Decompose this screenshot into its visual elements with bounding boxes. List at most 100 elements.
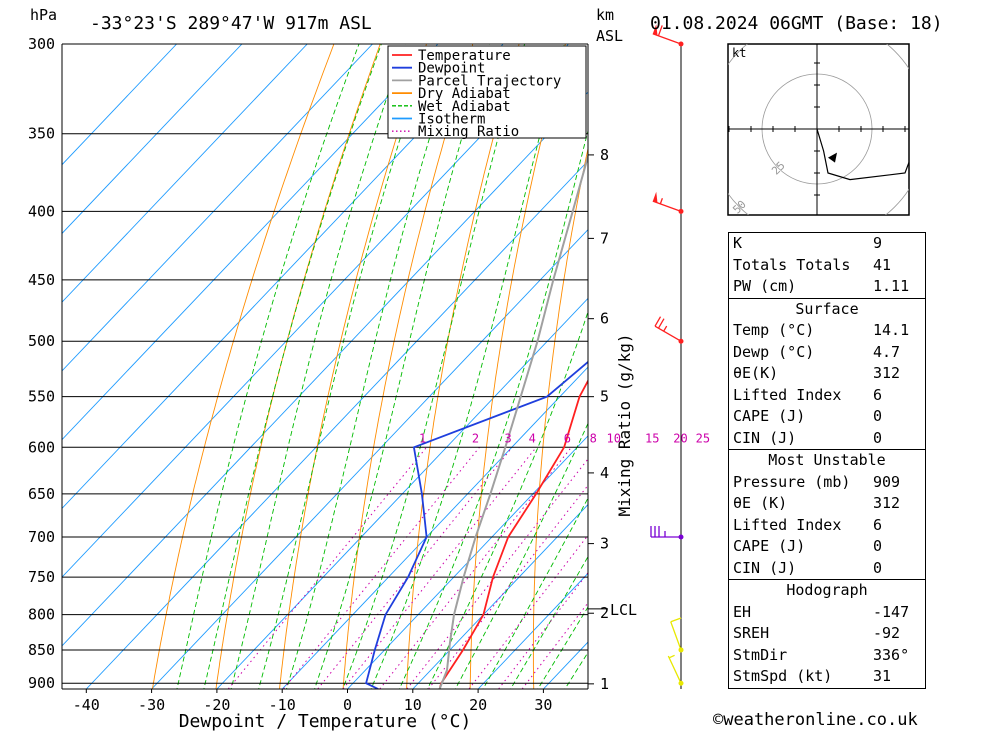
index-value: 6 xyxy=(873,385,883,404)
copyright: ©weatheronline.co.uk xyxy=(713,710,918,730)
isotherm-line xyxy=(216,297,588,689)
lcl-label: LCL xyxy=(610,601,637,619)
index-label: CAPE (J) xyxy=(733,407,806,425)
hodograph-title: Hodograph xyxy=(786,581,868,599)
background-lines xyxy=(62,44,1000,693)
dry-adiabat-line xyxy=(469,44,566,689)
mixing-ratio-line xyxy=(317,446,513,689)
index-row: θE(K) 312 xyxy=(729,363,925,385)
mixing-ratio-label: 10 xyxy=(607,431,621,445)
wind-barb-pennant xyxy=(652,24,658,36)
wet-adiabat-line xyxy=(258,44,432,689)
isotherm-line xyxy=(281,366,588,689)
km-tick-label: 8 xyxy=(600,146,609,164)
mixing-ratio-label: 3 xyxy=(505,431,512,445)
index-value: 9 xyxy=(873,234,883,252)
index-row: EH -147 xyxy=(729,602,925,624)
index-value: 31 xyxy=(873,667,892,685)
surface-indices: Surface Temp (°C) 14.1 Dewp (°C) 4.7 θE(K) 31… xyxy=(728,297,926,450)
index-label: θE(K) xyxy=(733,364,779,382)
mixing-ratio-label: 20 xyxy=(673,431,687,445)
index-label: θE (K) xyxy=(733,494,788,512)
dry-adiabat-line xyxy=(978,44,1000,693)
dry-adiabat-line xyxy=(654,44,704,693)
km-tick-label: 4 xyxy=(600,464,609,482)
hodograph-end-dot xyxy=(909,153,914,158)
wet-adiabat-line xyxy=(342,44,526,689)
hodograph-trace xyxy=(816,128,909,181)
km-tick-label: 3 xyxy=(600,535,609,553)
wind-barb xyxy=(654,316,684,344)
index-row: StmDir 336° xyxy=(729,645,925,667)
index-row: CIN (J) 0 xyxy=(729,558,925,580)
index-label: K xyxy=(733,234,743,252)
index-value: 14.1 xyxy=(873,321,910,339)
wind-barb xyxy=(652,24,684,47)
pressure-tick-label: 900 xyxy=(28,674,55,692)
mixing-ratio-line xyxy=(468,534,588,689)
isotherm-line xyxy=(347,435,588,689)
asl-label: ASL xyxy=(596,27,623,45)
wind-barb-half-flag xyxy=(663,325,668,332)
pressure-tick-label: 750 xyxy=(28,568,55,586)
index-label: StmSpd (kt) xyxy=(733,667,833,685)
pressure-tick-label: 600 xyxy=(28,438,55,456)
wet-adiabat-line xyxy=(454,422,588,689)
x-axis-label: Dewpoint / Temperature (°C) xyxy=(179,711,472,732)
isotherm-line xyxy=(62,44,243,235)
wind-barb xyxy=(650,525,684,540)
profile-lines xyxy=(365,152,588,689)
dry-adiabat-line xyxy=(406,44,520,689)
axes: 300350400450500550600650700750800850900-… xyxy=(28,35,609,714)
wind-barb-staff xyxy=(670,621,682,651)
mixing-ratio-line xyxy=(227,446,427,689)
x-tick-label: 10 xyxy=(404,696,422,714)
index-value: 312 xyxy=(873,494,901,512)
index-label: Totals Totals xyxy=(733,255,851,274)
index-label: CIN (J) xyxy=(733,428,797,447)
basic-indices: K 9 Totals Totals 41 PW (cm) 1.11 xyxy=(728,232,926,299)
legend-label: Temperature xyxy=(418,48,511,64)
wet-adiabat-line xyxy=(537,606,588,689)
wind-barb-flag xyxy=(670,617,682,623)
wind-barb xyxy=(652,191,684,214)
indices-table: K 9 Totals Totals 41 PW (cm) 1.11 Surface Tem… xyxy=(728,232,926,689)
hodograph-ring-label: 75 xyxy=(691,237,710,256)
index-value: 41 xyxy=(873,255,892,274)
mixing-ratio-line xyxy=(521,602,588,689)
isotherm-line xyxy=(62,44,569,578)
index-value: 909 xyxy=(873,472,901,491)
index-label: Lifted Index xyxy=(733,515,842,534)
x-tick-label: -30 xyxy=(138,696,165,714)
datetime-title: 01.08.2024 06GMT (Base: 18) xyxy=(650,13,943,34)
isotherm-line xyxy=(62,91,588,647)
km-tick-label: 5 xyxy=(600,388,609,406)
wet-adiabat-line xyxy=(286,44,460,689)
pressure-tick-label: 550 xyxy=(28,388,55,406)
surface-title: Surface xyxy=(795,299,859,318)
legend-box xyxy=(387,45,587,139)
pressure-tick-label: 350 xyxy=(28,125,55,143)
index-row: Lifted Index 6 xyxy=(729,385,925,407)
pressure-tick-label: 500 xyxy=(28,332,55,350)
index-row: StmSpd (kt) 31 xyxy=(729,666,925,688)
dry-adiabat-line xyxy=(215,44,381,689)
legend-label: Mixing Ratio xyxy=(418,124,519,140)
legend-label: Dry Adiabat xyxy=(418,86,511,102)
index-value: 312 xyxy=(873,364,901,382)
hodograph-unit-label: kt xyxy=(732,46,746,60)
index-row: CIN (J) 0 xyxy=(729,428,925,450)
isotherm-line xyxy=(477,572,588,689)
index-value: 336° xyxy=(873,645,910,664)
most-unstable-indices: Most Unstable Pressure (mb) 909 θE (K) 312 L… xyxy=(728,449,926,580)
index-label: EH xyxy=(733,602,752,621)
index-row: Totals Totals 41 xyxy=(729,255,925,277)
index-row: Temp (°C) 14.1 xyxy=(729,320,925,342)
hodograph-indices: Hodograph EH -147 SREH -92 StmDir 336° StmSpd … xyxy=(728,579,926,689)
mixing-ratio-line xyxy=(406,458,588,689)
wind-barb-half-flag xyxy=(659,197,663,205)
pressure-tick-label: 300 xyxy=(28,35,55,53)
most-unstable-title: Most Unstable xyxy=(768,451,886,469)
km-tick-label: 2 xyxy=(600,604,609,622)
